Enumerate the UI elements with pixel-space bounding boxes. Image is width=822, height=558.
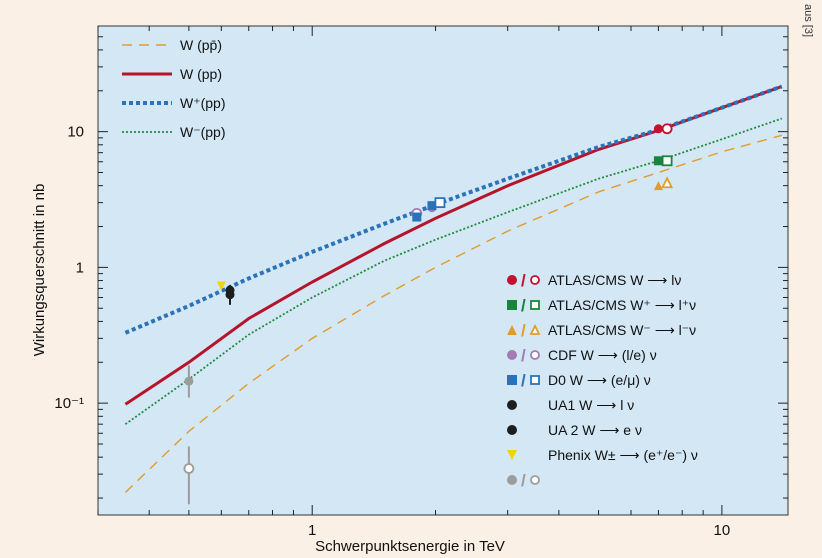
x-tick-label-0: 1 bbox=[308, 522, 316, 539]
legend-marker-open-8 bbox=[530, 475, 540, 485]
legend-marker-label-0: ATLAS/CMS W ⟶ lν bbox=[548, 272, 681, 288]
legend-marker-filled-1 bbox=[507, 300, 517, 310]
data-point-7-0 bbox=[216, 281, 226, 291]
data-point-0-0 bbox=[653, 124, 663, 134]
legend-marker-filled-4 bbox=[507, 375, 517, 385]
legend-marker-label-6: UA 2 W ⟶ e ν bbox=[548, 422, 642, 438]
series-w-pp-line bbox=[124, 134, 782, 493]
y-axis: 10⁻¹ 1 10 bbox=[54, 36, 788, 499]
legend-marker-open-2 bbox=[529, 323, 541, 335]
data-point-4-0 bbox=[412, 212, 422, 222]
data-point-1-0 bbox=[653, 156, 663, 166]
data-point-4-2 bbox=[434, 197, 446, 209]
legend-marker-filled-8 bbox=[507, 475, 517, 485]
legend-line-label-3: W⁻(pp) bbox=[180, 124, 226, 140]
legend-lines: W (pp̄) W (pp) W⁺(pp) W⁻(pp) bbox=[122, 37, 226, 140]
legend-markers: / ATLAS/CMS W ⟶ lν / ATLAS/CMS W⁺ ⟶ l⁺ν / ATL… bbox=[507, 271, 698, 490]
legend-line-label-0: W (pp̄) bbox=[180, 37, 222, 53]
legend-marker-open-0 bbox=[530, 275, 540, 285]
x-axis: 1 10 bbox=[97, 26, 731, 539]
y-tick-label-1: 1 bbox=[76, 259, 84, 276]
plot-area bbox=[97, 25, 789, 516]
legend-marker-slash-3: / bbox=[521, 346, 526, 365]
legend-line-label-1: W (pp) bbox=[180, 66, 222, 82]
data-point-6-0 bbox=[225, 285, 235, 295]
series-w-pp-line bbox=[124, 117, 783, 425]
data-point-8-0 bbox=[184, 376, 194, 386]
legend-line-label-2: W⁺(pp) bbox=[180, 95, 226, 111]
legend-marker-label-2: ATLAS/CMS W⁻ ⟶ l⁻ν bbox=[548, 322, 696, 338]
legend-marker-filled-6 bbox=[507, 425, 517, 435]
legend-marker-filled-7 bbox=[507, 450, 517, 460]
source-credit: aus [3] bbox=[794, 2, 822, 62]
legend-marker-filled-3 bbox=[507, 350, 517, 360]
legend-marker-open-1 bbox=[530, 300, 540, 310]
legend-marker-open-4 bbox=[530, 375, 540, 385]
legend-marker-slash-8: / bbox=[521, 471, 526, 490]
x-tick-label-1: 10 bbox=[714, 522, 731, 539]
data-point-2-0 bbox=[653, 181, 663, 191]
data-point-1-1 bbox=[661, 155, 673, 167]
x-axis-label: Schwerpunktsenergie in TeV bbox=[315, 538, 505, 555]
legend-marker-slash-1: / bbox=[521, 296, 526, 315]
y-tick-label-0: 10⁻¹ bbox=[54, 395, 84, 412]
legend-marker-slash-2: / bbox=[521, 321, 526, 340]
legend-marker-filled-5 bbox=[507, 400, 517, 410]
legend-marker-open-3 bbox=[530, 350, 540, 360]
y-axis-label: Wirkungsquerschnitt in nb bbox=[31, 184, 48, 357]
y-tick-label-2: 10 bbox=[67, 124, 84, 141]
series-w-pp-line bbox=[124, 85, 783, 406]
legend-marker-label-1: ATLAS/CMS W⁺ ⟶ l⁺ν bbox=[548, 297, 696, 313]
data-point-0-1 bbox=[661, 123, 673, 135]
data-point-4-1 bbox=[427, 201, 437, 211]
legend-marker-label-7: Phenix W± ⟶ (e⁺/e⁻) ν bbox=[548, 447, 698, 463]
legend-marker-label-3: CDF W ⟶ (l/e) ν bbox=[548, 347, 657, 363]
legend-marker-filled-0 bbox=[507, 275, 517, 285]
legend-marker-label-5: UA1 W ⟶ l ν bbox=[548, 397, 634, 413]
legend-marker-label-4: D0 W ⟶ (e/μ) ν bbox=[548, 372, 651, 388]
legend-marker-filled-2 bbox=[507, 325, 517, 335]
legend-marker-slash-4: / bbox=[521, 371, 526, 390]
data-point-8-1 bbox=[183, 463, 195, 474]
measurement-points bbox=[183, 123, 674, 505]
data-point-2-1 bbox=[661, 176, 674, 189]
legend-marker-slash-0: / bbox=[521, 271, 526, 290]
source-credit-text: aus [3] bbox=[802, 4, 814, 38]
